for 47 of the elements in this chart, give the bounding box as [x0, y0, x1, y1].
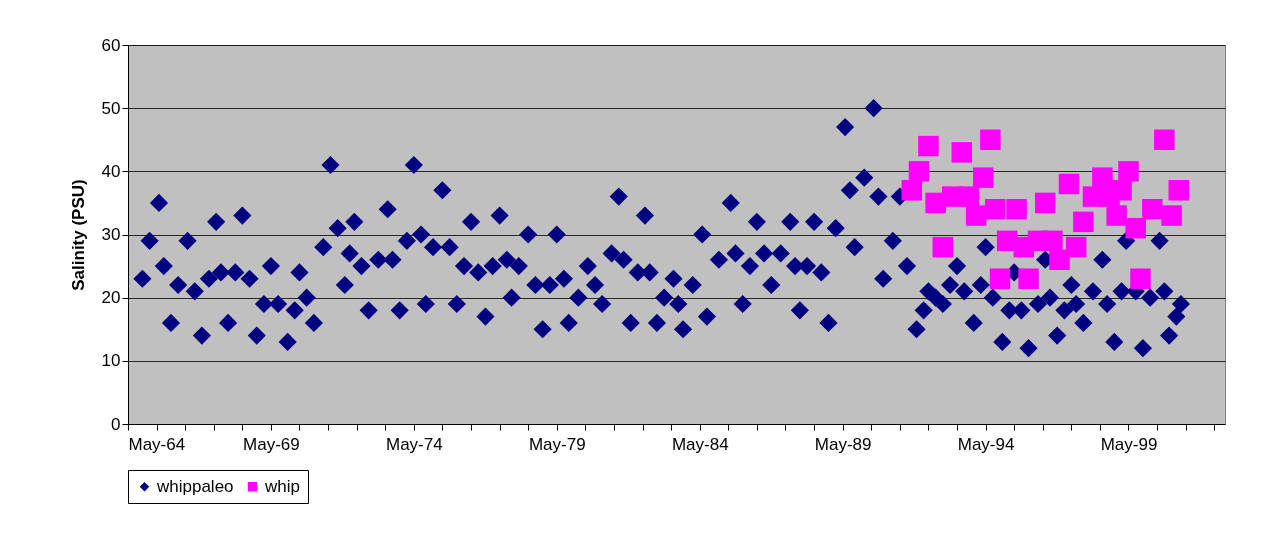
point	[1049, 249, 1070, 271]
point	[980, 129, 1001, 150]
point	[1168, 180, 1189, 201]
y-tick-label: 0	[111, 414, 121, 434]
point	[1058, 173, 1080, 195]
point	[1073, 211, 1094, 233]
point	[1118, 161, 1139, 182]
point	[1111, 180, 1132, 201]
point	[1065, 236, 1087, 258]
x-tick-label: May-64	[128, 434, 186, 454]
point	[1018, 268, 1039, 289]
point	[1092, 167, 1113, 188]
x-tick-label: May-99	[1100, 434, 1158, 454]
point	[901, 180, 923, 201]
point	[1130, 268, 1151, 289]
point	[932, 236, 954, 258]
point	[1106, 205, 1127, 226]
point	[972, 167, 994, 188]
point	[1142, 198, 1163, 220]
y-tick-label: 50	[101, 98, 121, 118]
x-tick-label: May-94	[957, 434, 1015, 454]
y-tick-label: 10	[101, 351, 121, 371]
point	[958, 186, 980, 207]
y-tick-label: 20	[101, 288, 121, 308]
point	[918, 135, 939, 157]
point	[1154, 129, 1175, 150]
legend-label: whippaleo	[156, 476, 234, 496]
point	[908, 161, 930, 182]
point	[1042, 230, 1063, 252]
point	[951, 142, 973, 163]
y-tick-label: 60	[101, 35, 121, 55]
y-axis-title: Salinity (PSU)	[68, 179, 88, 291]
y-tick-label: 40	[101, 161, 121, 181]
point	[1125, 217, 1146, 239]
point	[1161, 205, 1182, 226]
point	[989, 268, 1011, 289]
x-tick-label: May-84	[671, 434, 729, 454]
point	[984, 198, 1006, 220]
x-tick-label: May-74	[385, 434, 443, 454]
x-tick-label: May-69	[243, 434, 300, 454]
legend-label: whip	[264, 476, 300, 496]
y-tick-label: 30	[101, 225, 121, 244]
point	[1006, 198, 1027, 220]
point	[965, 205, 987, 226]
x-tick-label: May-89	[814, 434, 872, 454]
point	[1034, 192, 1056, 214]
x-tick-label: May-79	[528, 434, 586, 454]
